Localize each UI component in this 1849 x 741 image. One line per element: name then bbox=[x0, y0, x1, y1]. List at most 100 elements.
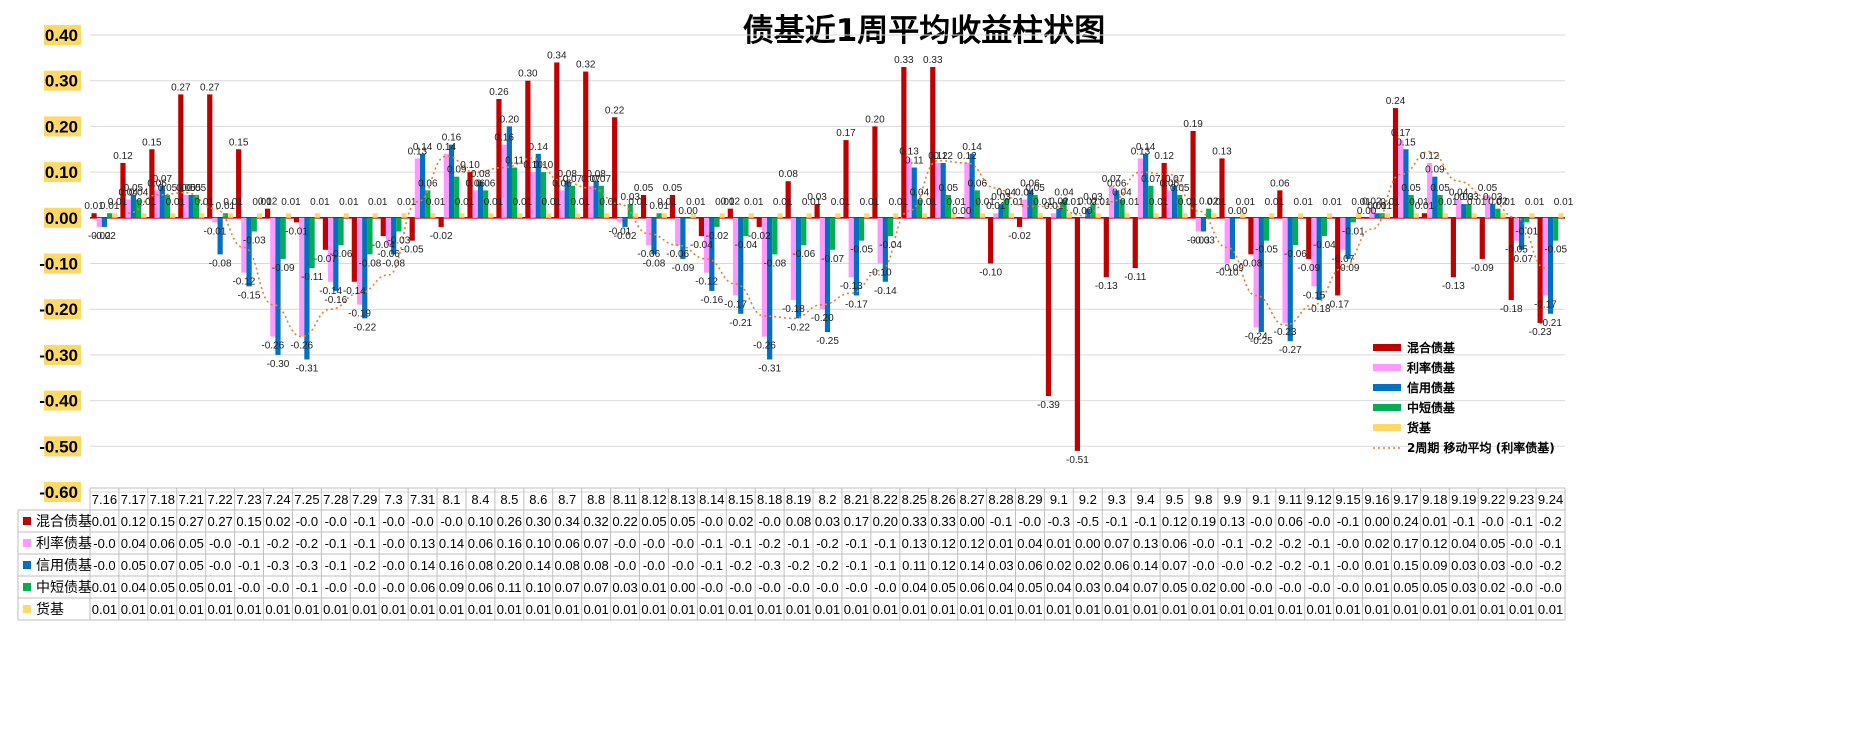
table-cell: 0.01 bbox=[988, 602, 1013, 617]
data-label: -0.25 bbox=[816, 336, 839, 347]
bar bbox=[1148, 185, 1154, 218]
bars bbox=[91, 62, 1564, 451]
category-label: 9.8 bbox=[1194, 492, 1212, 507]
data-label: -0.15 bbox=[238, 290, 261, 301]
bar bbox=[1311, 217, 1317, 287]
bar bbox=[496, 98, 502, 218]
bar bbox=[343, 213, 349, 218]
bar bbox=[351, 217, 357, 282]
bar bbox=[1490, 204, 1496, 218]
table-cell: -0.0 bbox=[1308, 580, 1330, 595]
data-label: -0.23 bbox=[1529, 327, 1552, 338]
table-cell: 0.12 bbox=[1162, 514, 1187, 529]
bar bbox=[217, 217, 223, 255]
data-label: 0.01 bbox=[649, 201, 669, 212]
bar bbox=[922, 213, 928, 218]
bar bbox=[380, 217, 386, 237]
legend-label: 利率债基 bbox=[1407, 360, 1456, 375]
table-cell: 0.01 bbox=[786, 602, 811, 617]
table-cell: -0.3 bbox=[267, 558, 289, 573]
data-label: 0.01 bbox=[1409, 197, 1429, 208]
category-label: 7.25 bbox=[294, 492, 319, 507]
data-label: 0.01 bbox=[599, 197, 619, 208]
ytick-label-bg bbox=[44, 390, 81, 411]
table-cell: 0.01 bbox=[1191, 602, 1216, 617]
table-cell: -0.1 bbox=[296, 580, 318, 595]
table-cell: 0.05 bbox=[121, 558, 146, 573]
table-cell: 0.01 bbox=[1364, 558, 1389, 573]
table-cell: 0.03 bbox=[1451, 558, 1476, 573]
data-label: 0.26 bbox=[489, 87, 509, 98]
bar bbox=[1542, 217, 1548, 296]
ytick-label: -0.50 bbox=[39, 437, 78, 456]
category-label: 9.1 bbox=[1252, 492, 1270, 507]
data-label: 0.34 bbox=[547, 50, 567, 61]
table-cell: 0.10 bbox=[468, 514, 493, 529]
bar bbox=[309, 217, 315, 269]
bar bbox=[409, 217, 415, 241]
table-cell: -0.3 bbox=[296, 558, 318, 573]
table-cell: 0.01 bbox=[728, 602, 753, 617]
bar bbox=[1119, 199, 1125, 218]
data-label: 0.33 bbox=[894, 55, 914, 66]
bar bbox=[1413, 213, 1419, 218]
ytick-label: 0.20 bbox=[45, 117, 78, 136]
table-cell: 0.05 bbox=[1480, 536, 1505, 551]
data-label: -0.02 bbox=[748, 231, 771, 242]
table-cell: 0.01 bbox=[1046, 536, 1071, 551]
bar bbox=[96, 217, 102, 227]
data-label: 0.04 bbox=[996, 188, 1016, 199]
bar bbox=[1461, 204, 1467, 218]
bar bbox=[1379, 213, 1385, 218]
moving-average-line bbox=[128, 150, 1546, 338]
category-label: 8.5 bbox=[500, 492, 518, 507]
table-cell: 0.01 bbox=[1307, 602, 1332, 617]
data-label: 0.08 bbox=[586, 169, 606, 180]
data-label: 0.01 bbox=[1044, 201, 1064, 212]
table-cell: -0.0 bbox=[1192, 558, 1214, 573]
bar bbox=[853, 217, 860, 296]
bar bbox=[859, 217, 865, 241]
bar bbox=[872, 126, 878, 218]
data-label: 0.12 bbox=[113, 151, 133, 162]
table-cell: 0.17 bbox=[1393, 536, 1418, 551]
table-cell: 0.15 bbox=[150, 514, 175, 529]
category-label: 8.29 bbox=[1017, 492, 1042, 507]
table-cell: 0.01 bbox=[1509, 602, 1534, 617]
data-label: 0.02 bbox=[1362, 197, 1382, 208]
bar bbox=[727, 208, 733, 218]
bar bbox=[517, 213, 523, 218]
table-cell: -0.1 bbox=[845, 536, 867, 551]
table-cell: 0.01 bbox=[92, 580, 117, 595]
bar bbox=[993, 213, 999, 218]
bar bbox=[511, 167, 518, 218]
table-cell: 0.01 bbox=[207, 580, 232, 595]
data-label: -0.17 bbox=[724, 299, 747, 310]
ytick-label: 0.00 bbox=[45, 209, 78, 228]
data-label: -0.02 bbox=[88, 231, 111, 242]
table-cell: 0.11 bbox=[902, 558, 926, 573]
data-label: -0.03 bbox=[387, 236, 410, 247]
table-cell: -0.0 bbox=[1308, 514, 1330, 529]
data-label: 0.06 bbox=[1020, 178, 1040, 189]
table-cell: 0.04 bbox=[1046, 580, 1071, 595]
bar bbox=[367, 217, 373, 255]
table-cell: 0.02 bbox=[728, 514, 753, 529]
table-cell: 0.01 bbox=[121, 602, 146, 617]
trendline bbox=[128, 150, 1546, 338]
data-label: 0.01 bbox=[1554, 197, 1574, 208]
bar bbox=[372, 213, 378, 218]
bar bbox=[617, 217, 623, 223]
bar bbox=[1547, 217, 1554, 314]
legend-label: 混合债基 bbox=[1407, 340, 1456, 355]
table-cell: 0.08 bbox=[468, 558, 493, 573]
category-label: 7.16 bbox=[92, 492, 117, 507]
data-label: 0.05 bbox=[663, 183, 683, 194]
table-cell: 0.05 bbox=[179, 580, 204, 595]
ytick-label: -0.20 bbox=[39, 300, 78, 319]
bar bbox=[777, 213, 783, 218]
data-label: 0.06 bbox=[1270, 178, 1290, 189]
category-label: 9.18 bbox=[1422, 492, 1447, 507]
table-cell: 0.01 bbox=[1451, 602, 1476, 617]
table-cell: 0.13 bbox=[1220, 514, 1245, 529]
